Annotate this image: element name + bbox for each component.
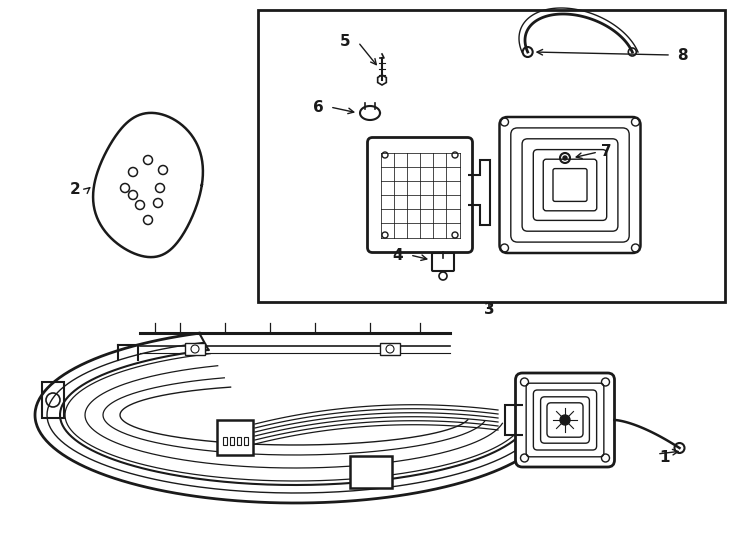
Bar: [230, 437, 234, 445]
FancyBboxPatch shape: [500, 117, 641, 253]
Text: 5: 5: [340, 35, 350, 50]
Circle shape: [560, 415, 570, 425]
FancyBboxPatch shape: [432, 253, 454, 271]
FancyBboxPatch shape: [522, 139, 618, 231]
Bar: [223, 437, 227, 445]
Bar: [237, 437, 241, 445]
FancyBboxPatch shape: [547, 403, 583, 437]
FancyBboxPatch shape: [534, 390, 597, 450]
Bar: [258, 10, 725, 302]
Circle shape: [563, 156, 567, 160]
Text: 3: 3: [484, 302, 494, 318]
Text: 4: 4: [393, 247, 403, 262]
Text: 2: 2: [70, 183, 81, 198]
FancyBboxPatch shape: [541, 397, 589, 443]
FancyBboxPatch shape: [534, 150, 607, 220]
FancyBboxPatch shape: [515, 373, 614, 467]
FancyBboxPatch shape: [511, 128, 629, 242]
FancyBboxPatch shape: [368, 138, 473, 253]
Bar: [350, 456, 392, 488]
Text: 6: 6: [313, 99, 324, 114]
Text: 1: 1: [660, 449, 670, 464]
Text: 7: 7: [600, 145, 611, 159]
Text: 8: 8: [677, 48, 687, 63]
Bar: [244, 437, 248, 445]
FancyBboxPatch shape: [553, 168, 587, 201]
FancyBboxPatch shape: [526, 383, 604, 457]
Bar: [185, 343, 205, 355]
FancyBboxPatch shape: [543, 159, 597, 211]
Bar: [217, 420, 253, 455]
Bar: [380, 343, 400, 355]
